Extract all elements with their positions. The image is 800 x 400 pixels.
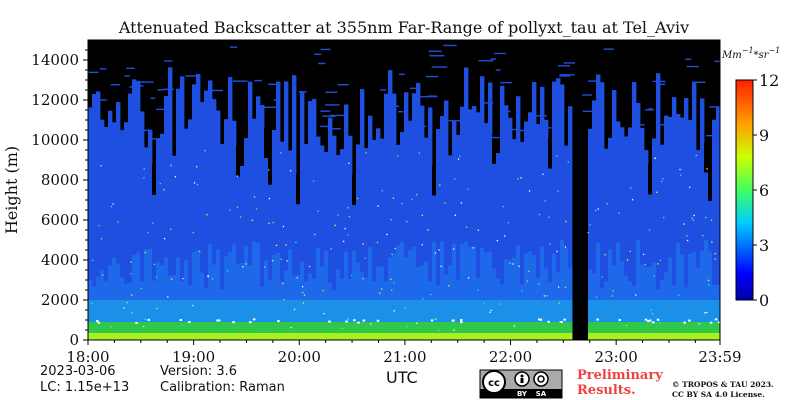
x-axis-unit-label: UTC — [386, 368, 418, 387]
colorbar — [735, 79, 754, 301]
plot-area — [88, 40, 720, 340]
svg-text:cc: cc — [488, 378, 500, 389]
y-axis-label: Height (m) — [2, 146, 21, 234]
x-tick-label: 18:00 — [66, 348, 109, 366]
x-tick-label: 20:00 — [278, 348, 321, 366]
copyright-notice: © TROPOS & TAU 2023. CC BY SA 4.0 Licens… — [672, 380, 774, 399]
svg-text:SA: SA — [536, 390, 547, 398]
colorbar-tick-label: 6 — [759, 181, 769, 200]
x-tick-label: 23:00 — [595, 348, 638, 366]
y-tick-label: 12000 — [31, 91, 79, 109]
preliminary-notice: Preliminary Results. — [577, 368, 663, 398]
calibration-label: Calibration: Raman — [160, 380, 285, 395]
cc-icon — [482, 370, 506, 394]
x-tick-label: 21:00 — [383, 348, 426, 366]
version-label: Version: 3.6 — [160, 364, 237, 379]
y-tick-label: 0 — [69, 331, 79, 349]
y-tick-label: 14000 — [31, 51, 79, 69]
date-label: 2023-03-06 — [40, 364, 116, 379]
lidar-constant-label: LC: 1.15e+13 — [40, 380, 130, 395]
chart-title: Attenuated Backscatter at 355nm Far-Rang… — [118, 18, 689, 37]
y-tick-label: 8000 — [41, 171, 79, 189]
y-tick-label: 2000 — [41, 291, 79, 309]
x-tick-label: 19:00 — [172, 348, 215, 366]
y-tick-label: 10000 — [31, 131, 79, 149]
backscatter-heatmap — [88, 44, 720, 340]
colorbar-tick-label: 12 — [759, 71, 779, 90]
y-tick-label: 4000 — [41, 251, 79, 269]
svg-text:BY: BY — [517, 390, 528, 398]
x-axis: 18:00 19:00 20:00 21:00 22:00 23:00 23:59 — [66, 340, 742, 366]
colorbar-tick-label: 3 — [759, 236, 769, 255]
sa-icon — [533, 371, 549, 387]
x-tick-label: 23:59 — [698, 348, 741, 366]
x-tick-label: 22:00 — [489, 348, 532, 366]
colorbar-unit-label: Mm−1*sr−1 — [721, 46, 780, 61]
y-axis: 0 2000 4000 6000 8000 10000 12000 14000 — [31, 49, 88, 349]
colorbar-ticks: 0 3 6 9 12 — [753, 71, 779, 310]
license-badge: cc BY SA — [479, 369, 563, 399]
colorbar-tick-label: 0 — [759, 291, 769, 310]
colorbar-tick-label: 9 — [759, 126, 769, 145]
y-tick-label: 6000 — [41, 211, 79, 229]
